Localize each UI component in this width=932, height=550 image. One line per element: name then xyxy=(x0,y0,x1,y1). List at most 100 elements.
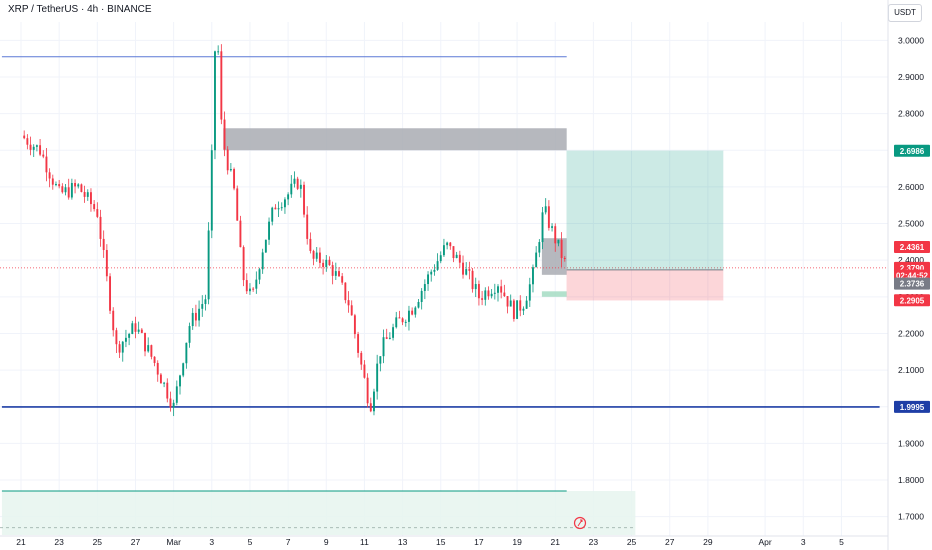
candle-body xyxy=(236,188,239,221)
candle-body xyxy=(442,245,445,256)
candle-body xyxy=(39,145,42,155)
price-tag-label: 2.3736 xyxy=(900,280,925,289)
candle-body xyxy=(96,209,99,217)
candle-body xyxy=(366,377,369,404)
candle-body xyxy=(115,330,118,345)
candle-body xyxy=(277,208,280,210)
candle-body xyxy=(255,279,258,289)
time-tick-label: 25 xyxy=(93,537,103,547)
candle-body xyxy=(242,247,245,281)
replay-icon[interactable] xyxy=(573,516,587,530)
candle-body xyxy=(404,321,407,323)
candle-body xyxy=(350,305,353,316)
candle-body xyxy=(325,259,328,267)
candle-body xyxy=(379,356,382,364)
candle-body xyxy=(344,282,347,301)
candle-body xyxy=(512,300,515,319)
candle-body xyxy=(392,327,395,338)
candle-body xyxy=(490,293,493,297)
candle-body xyxy=(551,226,554,228)
candle-body xyxy=(179,375,181,387)
candle-body xyxy=(268,221,270,240)
candle-body xyxy=(137,329,140,332)
candle-body xyxy=(198,308,201,321)
candle-body xyxy=(214,51,216,151)
candle-body xyxy=(226,149,229,171)
candle-body xyxy=(140,329,143,333)
symbol-title[interactable]: XRP / TetherUS · 4h · BINANCE xyxy=(8,4,152,15)
candle-body xyxy=(26,138,29,145)
candle-body xyxy=(144,332,146,352)
price-tag-label: 1.9995 xyxy=(900,403,925,412)
candle-body xyxy=(484,290,487,300)
candle-body xyxy=(471,270,474,290)
candle-body xyxy=(290,183,293,195)
candle-body xyxy=(506,296,509,307)
price-tick-label: 2.2000 xyxy=(898,328,924,338)
candle-body xyxy=(182,363,185,376)
time-axis[interactable]: 21 23 25 27 Mar 3 5 7 9 11 13 15 17 19 21 23 25 27 29 Apr 3 5 xyxy=(0,535,888,547)
time-tick-label: 13 xyxy=(398,537,408,547)
candle-body xyxy=(312,250,315,259)
candle-body xyxy=(261,252,264,270)
candle-body xyxy=(201,304,204,309)
candle-body xyxy=(306,214,309,239)
candle-body xyxy=(449,242,452,247)
candle-body xyxy=(497,286,499,293)
candle-body xyxy=(522,308,525,311)
time-tick-label: 17 xyxy=(474,537,484,547)
candle-body xyxy=(188,326,191,343)
candle-body xyxy=(369,403,372,412)
candle-body xyxy=(55,184,57,186)
candle-body xyxy=(525,300,528,309)
candle-body xyxy=(191,312,194,327)
candle-body xyxy=(538,242,541,253)
price-tick-label: 2.5000 xyxy=(898,219,924,229)
candle-body xyxy=(105,250,108,277)
time-tick-label: 7 xyxy=(286,537,291,547)
price-tick-label: 1.9000 xyxy=(898,438,924,448)
candle-body xyxy=(452,246,455,259)
candle-body xyxy=(147,345,150,352)
candle-body xyxy=(156,362,159,375)
candle-body xyxy=(274,207,277,210)
candle-body xyxy=(210,150,213,231)
candle-body xyxy=(481,298,484,300)
candle-body xyxy=(77,184,80,187)
candle-body xyxy=(423,284,426,291)
candle-body xyxy=(283,199,286,208)
candle-body xyxy=(439,255,442,262)
horizontal-levels xyxy=(0,56,888,492)
stop-zone xyxy=(566,269,724,301)
candle-body xyxy=(280,207,283,209)
candle-body xyxy=(131,323,134,334)
price-tick-label: 2.4000 xyxy=(898,255,924,265)
candle-body xyxy=(150,345,153,357)
time-tick-label: 21 xyxy=(16,537,26,547)
candle-body xyxy=(420,290,423,302)
candle-body xyxy=(503,292,506,297)
candle-body xyxy=(331,265,334,276)
candle-body xyxy=(338,271,340,277)
supply-zone xyxy=(223,128,567,151)
candle-body xyxy=(42,154,45,157)
candle-body xyxy=(516,300,519,319)
candle-body xyxy=(408,310,410,322)
candle-body xyxy=(544,206,547,213)
candle-body xyxy=(74,183,77,187)
candle-body xyxy=(398,317,401,319)
candle-body xyxy=(315,252,318,259)
candle-body xyxy=(102,238,105,251)
price-tag-label: 2.3790 xyxy=(900,264,925,273)
time-tick-label: 3 xyxy=(801,537,806,547)
candle-body xyxy=(223,119,226,150)
candle-body xyxy=(446,242,449,246)
candle-body xyxy=(363,364,366,378)
candle-body xyxy=(465,269,468,275)
order-block-zone xyxy=(541,238,567,275)
long-position-tool[interactable] xyxy=(566,150,724,301)
candle-body xyxy=(23,135,26,139)
candle-body xyxy=(93,204,96,210)
